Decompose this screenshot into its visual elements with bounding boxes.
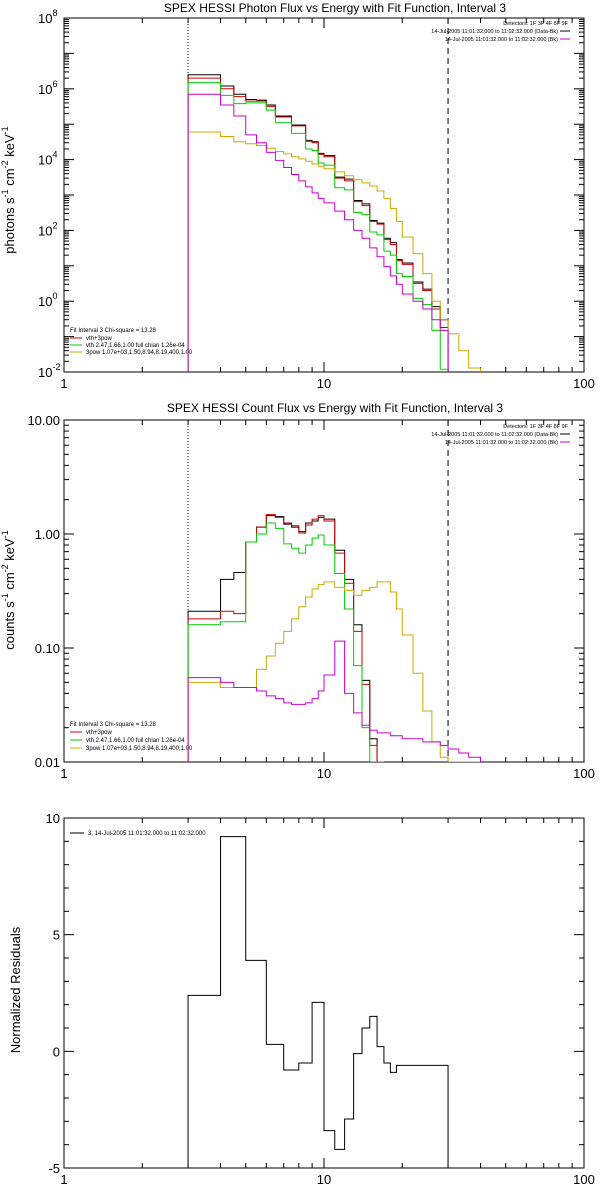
svg-text:counts s-1 cm-2 keV-1: counts s-1 cm-2 keV-1 [0,530,17,649]
residuals-x-tick-label: 10 [317,1172,331,1187]
photon-fit-vth-label: vth 2.47,1.66,1.00 full chian 1.26e-04 [86,343,185,349]
photon-y-tick-label: 102 [38,220,57,238]
photon-thermal-fit-series [187,82,449,372]
photon-fit-label: Fit Interval 3 Chi-square = 13.28 [70,328,157,334]
count-plot-frame [63,419,585,763]
residuals-y-tick-label: 10 [46,811,60,826]
photon-legend-top-right: Detectors: 1F 3F 4F 8F 9F 14-Jul-2005 11… [431,21,570,43]
photon-legend-data-bk: 14-Jul-2005 11:01:32.000 to 11:02:32.000… [431,29,558,35]
photon-y-label-part3: keV [2,134,17,160]
count-y-axis: 0.01 0.10 1.00 10.00 [27,413,584,770]
count-y-label-part3: keV [2,538,17,564]
residuals-legend: 3. 14-Jul-2005 11:01:32.000 to 11:02:32.… [70,831,206,837]
count-fit-vth-label: vth 2.47,1.66,1.00 full chian 1.26e-04 [86,738,185,744]
residuals-y-label-text: Normalized Residuals [8,926,23,1053]
photon-y-label-part2: cm [2,168,17,189]
photon-y-label-part1: photons s [2,197,17,254]
count-power-law-fit-series [187,581,481,762]
residuals-y-tick-label: 5 [53,928,60,943]
count-legend-bottom-left: Fit Interval 3 Chi-square = 13.28 vth+3p… [70,722,193,752]
photon-fit-3pow-label: 3pow 1.07e+03,1.50,8.94,8.19,400,1.00 [86,350,193,356]
residuals-data-minus-background-series [187,836,449,1168]
count-y-label-sup3: -1 [0,530,10,538]
photon-y-tick-label: 104 [38,150,57,168]
residuals-y-axis: -5 0 5 10 [46,811,584,1176]
photon-x-tick-label: 10 [317,376,331,391]
residuals-x-axis: 1 10 100 [60,818,595,1187]
count-legend-detectors: Detectors: 1F 3F 4F 8F 9F [503,424,568,430]
count-y-tick-label: 10.00 [27,413,60,428]
photon-legend-bottom-left: Fit Interval 3 Chi-square = 13.28 vth+3p… [70,328,193,356]
residuals-y-label: Normalized Residuals [8,926,23,1053]
photon-background-series [187,93,449,372]
photon-data-minus-background-series [187,74,449,372]
residuals-x-tick-label: 100 [573,1172,595,1187]
photon-y-label-sup1: -1 [0,189,10,197]
photon-plot-frame [63,17,585,373]
residuals-legend-label: 3. 14-Jul-2005 11:01:32.000 to 11:02:32.… [88,831,206,837]
photon-total-fit-series [187,77,449,372]
photon-y-tick-label: 100 [38,291,57,309]
count-legend-top-right: Detectors: 1F 3F 4F 8F 9F 14-Jul-2005 11… [431,424,570,446]
photon-y-label-sup3: -1 [0,126,10,134]
count-legend-data-bk: 14-Jul-2005 11:01:32.000 to 11:02:32.000… [431,432,558,438]
count-flux-title: SPEX HESSI Count Flux vs Energy with Fit… [167,401,503,415]
count-x-tick-label: 10 [317,766,331,781]
photon-x-axis: 1 10 100 [60,18,595,391]
photon-x-tick-label: 100 [573,376,595,391]
photon-legend-bk: 14-Jul-2005 11:01:32.000 to 11:02:32.000… [445,37,558,43]
residuals-panel: Normalized Residuals 3. 14-Jul-2005 11:0… [8,811,595,1187]
count-total-fit-series [187,514,384,762]
photon-y-tick-label: 108 [38,8,57,26]
photon-flux-panel: SPEX HESSI Photon Flux vs Energy with Fi… [0,1,595,391]
count-fit-label: Fit Interval 3 Chi-square = 13.28 [70,722,157,728]
count-thermal-fit-series [187,522,384,762]
count-fit-3pow-label: 3pow 1.07e+03,1.50,8.94,8.19,400,1.00 [86,746,193,752]
count-x-tick-label: 100 [573,766,595,781]
photon-y-label-sup2: -2 [0,160,10,168]
photon-y-label: photons s-1 cm-2 keV-1 [0,126,17,253]
count-y-label-part2: cm [2,572,17,593]
count-y-label: counts s-1 cm-2 keV-1 [0,530,17,649]
photon-flux-title: SPEX HESSI Photon Flux vs Energy with Fi… [164,1,506,15]
count-y-tick-label: 1.00 [35,527,60,542]
photon-y-tick-label: 10-2 [38,362,60,380]
photon-y-tick-label: 106 [38,79,57,97]
residuals-x-tick-label: 1 [60,1172,67,1187]
count-y-label-sup2: -2 [0,564,10,572]
count-y-label-sup1: -1 [0,593,10,601]
photon-x-tick-label: 1 [60,376,67,391]
count-y-label-part1: counts s [2,601,17,650]
photon-y-axis: 10-2 100 102 104 106 108 [38,8,584,380]
count-x-tick-label: 1 [60,766,67,781]
count-y-tick-label: 0.01 [35,755,60,770]
photon-legend-detectors: Detectors: 1F 3F 4F 8F 9F [503,21,568,27]
count-flux-panel: SPEX HESSI Count Flux vs Energy with Fit… [0,401,595,781]
residuals-y-tick-label: -5 [48,1161,60,1176]
photon-fit-model-label: vth+3pow [86,336,113,342]
count-y-tick-label: 0.10 [35,641,60,656]
svg-text:photons s-1 cm-2 keV-1: photons s-1 cm-2 keV-1 [0,126,17,253]
photon-power-law-fit-series [187,131,482,372]
residuals-y-tick-label: 0 [53,1044,60,1059]
count-fit-model-label: vth+3pow [86,730,113,736]
count-data-minus-background-series [187,515,384,762]
count-legend-bk: 14-Jul-2005 11:01:32.000 to 11:02:32.000… [445,440,558,446]
count-background-series [187,640,482,762]
